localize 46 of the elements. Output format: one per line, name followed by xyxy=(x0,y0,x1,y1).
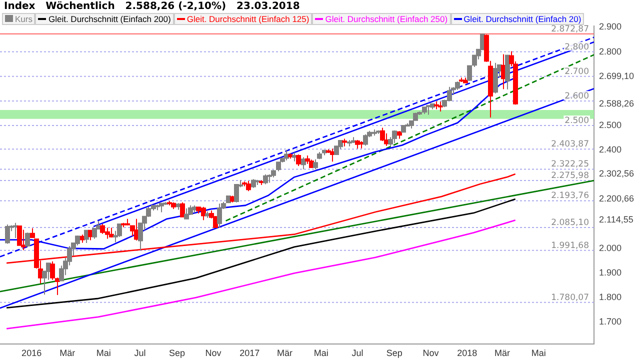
y-tick-label: 1.800 xyxy=(599,292,622,302)
x-tick-label: Sep xyxy=(386,348,402,358)
x-tick-label: Mär xyxy=(494,348,510,358)
ref-line-label: 2.600 xyxy=(564,91,589,102)
ref-line-label: 2.275,98 xyxy=(551,171,589,182)
y-tick-label: 2.302,56 xyxy=(599,168,634,179)
ref-line-label: 2.700 xyxy=(564,66,589,77)
y-tick-label: 2.500 xyxy=(599,120,622,130)
x-tick-label: 2016 xyxy=(22,348,42,358)
y-tick-label: 2.000 xyxy=(599,242,622,253)
x-tick-label: Mai xyxy=(96,348,111,358)
x-tick-label: Mär xyxy=(277,348,293,358)
x-tick-label: Jul xyxy=(134,348,146,358)
ref-line-label: 2.322,25 xyxy=(551,160,589,170)
legend-label: Gleit. Durchschnitt (Einfach 20) xyxy=(450,13,584,26)
x-tick-label: Sep xyxy=(168,348,185,358)
y-tick-label: 2.200,66 xyxy=(599,194,634,204)
ref-line-label: 2.800 xyxy=(564,42,589,52)
x-tick-label: Nov xyxy=(422,348,440,358)
legend-label: Gleit. Durchschnitt (Einfach 250) xyxy=(312,13,451,26)
x-tick-label: Mär xyxy=(60,348,76,358)
ref-line-label: 2.403,87 xyxy=(551,140,589,150)
y-tick-label: 2.699,10 xyxy=(599,71,634,82)
x-tick-label: Mai xyxy=(314,348,328,358)
x-tick-label: 2018 xyxy=(457,348,478,358)
y-tick-label: 2.114,55 xyxy=(599,214,634,225)
legend-label: Kurs xyxy=(2,13,36,26)
y-tick-label: 2.400 xyxy=(599,144,622,155)
chart-title: Index Wöchentlich 2.588,26 (-2,10%) 23.03.2018 xyxy=(4,1,300,12)
x-tick-label: 2017 xyxy=(240,348,260,358)
x-tick-label: Mai xyxy=(531,348,546,358)
legend-label: Gleit. Durchschnitt (Einfach 125) xyxy=(174,13,312,26)
y-tick-label: 1.900 xyxy=(599,267,622,278)
ref-line-label: 1.780,07 xyxy=(551,292,589,303)
y-tick-label: 1.700 xyxy=(599,316,622,327)
y-tick-label: 2.800 xyxy=(599,46,622,56)
ref-line-label: 1.991,68 xyxy=(551,240,589,251)
ref-line-label: 2.872,87 xyxy=(551,24,589,34)
y-tick-label: 2.588,26 xyxy=(599,98,634,108)
y-tick-label: 2.900 xyxy=(599,22,622,32)
ref-line-label: 2.193,76 xyxy=(551,191,589,202)
ref-line-label: 2.085,10 xyxy=(551,218,589,228)
ref-line-label: 2.500 xyxy=(564,116,589,126)
legend-label: Gleit. Durchschnitt (Einfach 200) xyxy=(35,13,174,26)
x-tick-label: Nov xyxy=(205,348,222,358)
x-tick-label: Jul xyxy=(352,348,364,358)
